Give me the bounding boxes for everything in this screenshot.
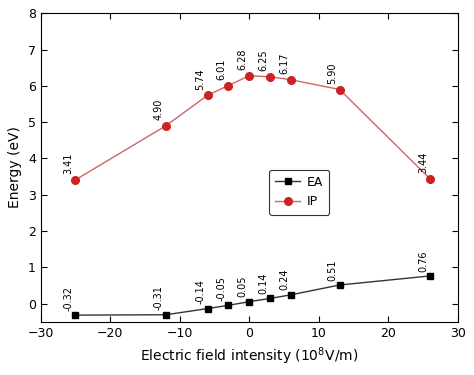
Line: IP: IP [72, 72, 434, 184]
IP [427, 177, 433, 181]
Text: 0.76: 0.76 [418, 250, 428, 272]
Y-axis label: Energy (eV): Energy (eV) [9, 126, 22, 209]
Text: 6.17: 6.17 [279, 53, 289, 74]
Line: EA: EA [73, 273, 433, 318]
EA [73, 313, 78, 317]
X-axis label: Electric field intensity (10$^{8}$V/m): Electric field intensity (10$^{8}$V/m) [140, 345, 358, 367]
Text: -0.05: -0.05 [217, 276, 227, 301]
Text: 5.90: 5.90 [328, 63, 337, 84]
EA [288, 292, 294, 297]
IP [288, 78, 294, 82]
Text: 6.01: 6.01 [217, 59, 227, 80]
IP [337, 87, 342, 92]
Text: -0.14: -0.14 [196, 279, 206, 304]
Text: 6.25: 6.25 [258, 50, 268, 71]
Text: 0.14: 0.14 [258, 273, 268, 294]
EA [427, 274, 433, 278]
EA [337, 283, 342, 287]
EA [163, 312, 169, 317]
IP [73, 178, 78, 182]
EA [205, 306, 210, 311]
IP [205, 93, 210, 98]
IP [267, 75, 273, 79]
Text: 3.41: 3.41 [64, 153, 73, 174]
Text: 0.51: 0.51 [328, 259, 337, 280]
Text: 6.28: 6.28 [237, 49, 247, 70]
Text: -0.32: -0.32 [64, 286, 73, 311]
Text: 4.90: 4.90 [154, 99, 164, 120]
IP [163, 123, 169, 128]
Text: 3.44: 3.44 [418, 152, 428, 173]
Text: 5.74: 5.74 [196, 68, 206, 90]
EA [226, 303, 231, 307]
IP [226, 83, 231, 88]
Text: 0.24: 0.24 [279, 269, 289, 291]
Text: -0.31: -0.31 [154, 285, 164, 310]
EA [267, 296, 273, 301]
Text: 0.05: 0.05 [237, 276, 247, 297]
EA [246, 300, 252, 304]
Legend: EA, IP: EA, IP [269, 170, 329, 214]
IP [246, 74, 252, 78]
